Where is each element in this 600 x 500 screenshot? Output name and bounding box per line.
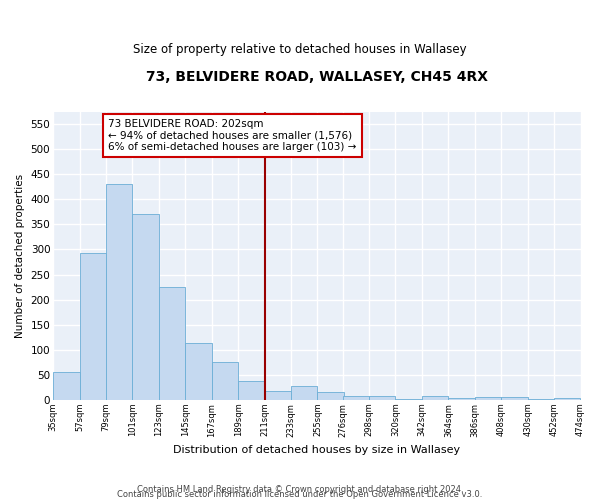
Bar — [448, 398, 475, 400]
Bar — [53, 372, 80, 400]
Text: Contains HM Land Registry data © Crown copyright and database right 2024.: Contains HM Land Registry data © Crown c… — [137, 484, 463, 494]
Bar — [106, 184, 133, 400]
Bar — [212, 362, 238, 400]
Bar — [317, 392, 344, 400]
Text: Size of property relative to detached houses in Wallasey: Size of property relative to detached ho… — [133, 42, 467, 56]
Bar — [133, 214, 159, 400]
Bar — [185, 343, 212, 400]
X-axis label: Distribution of detached houses by size in Wallasey: Distribution of detached houses by size … — [173, 445, 460, 455]
Y-axis label: Number of detached properties: Number of detached properties — [15, 174, 25, 338]
Text: 73 BELVIDERE ROAD: 202sqm
← 94% of detached houses are smaller (1,576)
6% of sem: 73 BELVIDERE ROAD: 202sqm ← 94% of detac… — [109, 119, 357, 152]
Bar — [159, 287, 185, 400]
Bar — [80, 253, 106, 400]
Bar — [501, 398, 527, 400]
Bar — [422, 396, 448, 400]
Bar — [475, 398, 501, 400]
Bar — [291, 386, 317, 400]
Bar — [369, 396, 395, 400]
Bar — [554, 398, 580, 400]
Bar — [265, 392, 291, 400]
Text: Contains public sector information licensed under the Open Government Licence v3: Contains public sector information licen… — [118, 490, 482, 499]
Bar — [238, 381, 265, 400]
Bar — [343, 396, 369, 400]
Title: 73, BELVIDERE ROAD, WALLASEY, CH45 4RX: 73, BELVIDERE ROAD, WALLASEY, CH45 4RX — [146, 70, 488, 84]
